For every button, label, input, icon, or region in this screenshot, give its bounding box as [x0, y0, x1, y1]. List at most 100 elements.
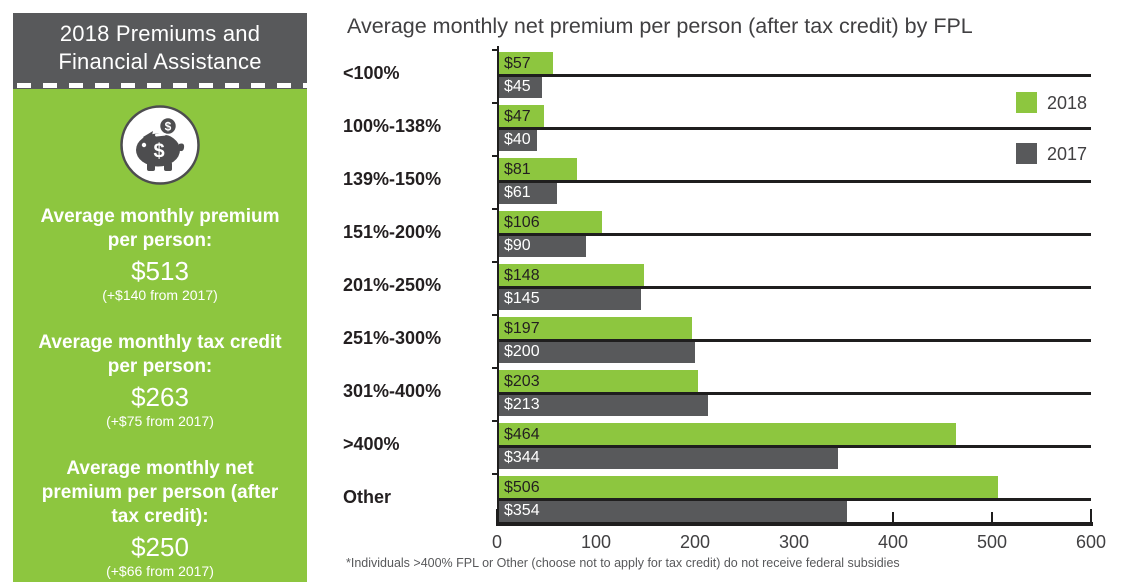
- x-axis-tick-label: 400: [877, 532, 909, 552]
- y-axis-tick: [492, 101, 498, 104]
- bar-2018-6: $203: [497, 370, 698, 393]
- y-axis-tick: [492, 260, 498, 263]
- category-separator-line: [497, 180, 1091, 183]
- category-label: 201%-250%: [343, 275, 442, 295]
- sidebar-title: 2018 Premiums and Financial Assistance: [13, 13, 307, 82]
- bar-2017-0: $45: [497, 75, 542, 98]
- stat-change: (+$66 from 2017): [106, 563, 214, 579]
- category-separator-line: [497, 392, 1091, 395]
- bar-2017-4: $145: [497, 287, 641, 310]
- bar-value-label: $344: [504, 449, 540, 466]
- bar-value-label: $47: [504, 108, 531, 125]
- bar-2017-1: $40: [497, 128, 537, 151]
- category-label: <100%: [343, 63, 400, 83]
- x-axis-tick-label: 600: [1075, 532, 1107, 552]
- piggy-bank-icon: $ $: [119, 104, 201, 191]
- y-axis-tick: [492, 154, 498, 157]
- sidebar-panel: 2018 Premiums and Financial Assistance: [13, 13, 307, 582]
- bar-2018-8: $506: [497, 476, 998, 499]
- bar-value-label: $81: [504, 161, 531, 178]
- bar-2017-7: $344: [497, 446, 838, 469]
- svg-text:$: $: [165, 120, 172, 134]
- bar-2017-2: $61: [497, 181, 557, 204]
- bar-2018-2: $81: [497, 158, 577, 181]
- y-axis-tick: [492, 48, 498, 51]
- stat-value: $250: [131, 532, 189, 562]
- bar-2017-5: $200: [497, 340, 695, 363]
- bar-2018-4: $148: [497, 264, 644, 287]
- bar-value-label: $148: [504, 267, 540, 284]
- x-axis-tick: [991, 512, 993, 522]
- bar-value-label: $61: [504, 184, 531, 201]
- x-axis-tick-label: 0: [491, 532, 503, 552]
- x-axis-tick-label: 500: [976, 532, 1008, 552]
- stat-change: (+$75 from 2017): [106, 413, 214, 429]
- category-separator-line: [497, 286, 1091, 289]
- category-separator-line: [497, 445, 1091, 448]
- bar-value-label: $197: [504, 320, 540, 337]
- stat-block-2: Average monthly net premium per person (…: [13, 457, 307, 580]
- bar-value-label: $506: [504, 479, 540, 496]
- x-axis-tick-label: 300: [778, 532, 810, 552]
- category-separator-line: [497, 498, 1091, 501]
- category-separator-line: [497, 74, 1091, 77]
- stat-label: Average monthly premium per person:: [40, 206, 280, 251]
- category-separator-line: [497, 339, 1091, 342]
- y-axis-tick: [492, 419, 498, 422]
- bar-value-label: $90: [504, 237, 531, 254]
- bar-value-label: $213: [504, 396, 540, 413]
- y-axis-tick: [492, 472, 498, 475]
- bar-2018-1: $47: [497, 105, 544, 128]
- category-label: Other: [343, 487, 392, 507]
- category-label: >400%: [343, 434, 400, 454]
- svg-text:$: $: [153, 141, 164, 163]
- chart-footnote: *Individuals >400% FPL or Other (choose …: [346, 556, 900, 570]
- category-separator-line: [497, 233, 1091, 236]
- x-axis-tick-label: 100: [580, 532, 612, 552]
- stat-label: Average monthly net premium per person (…: [41, 458, 279, 527]
- sidebar-stats: Average monthly premium per person: $513(…: [13, 205, 307, 580]
- bar-value-label: $200: [504, 343, 540, 360]
- stat-value: $513: [131, 256, 189, 286]
- legend-label-2018: 2018: [1047, 93, 1088, 113]
- x-axis-line: [496, 522, 1093, 526]
- y-axis-tick: [492, 313, 498, 316]
- bar-value-label: $106: [504, 214, 540, 231]
- x-axis-tick: [892, 512, 894, 522]
- category-label: 151%-200%: [343, 222, 442, 242]
- bar-2018-0: $57: [497, 52, 553, 75]
- bar-value-label: $203: [504, 373, 540, 390]
- bar-value-label: $464: [504, 426, 540, 443]
- stat-value: $263: [131, 382, 189, 412]
- bar-2018-5: $197: [497, 317, 692, 340]
- stat-label: Average monthly tax credit per person:: [38, 332, 282, 377]
- bar-value-label: $40: [504, 131, 531, 148]
- category-label: 301%-400%: [343, 381, 442, 401]
- legend-label-2017: 2017: [1047, 144, 1088, 164]
- stat-change: (+$140 from 2017): [102, 287, 218, 303]
- y-axis-line: [497, 46, 499, 522]
- y-axis-tick: [492, 366, 498, 369]
- bar-value-label: $145: [504, 290, 540, 307]
- bar-value-label: $354: [504, 502, 540, 519]
- bar-2017-8: $354: [497, 499, 847, 522]
- stat-block-1: Average monthly tax credit per person: $2…: [13, 331, 307, 430]
- category-label: 251%-300%: [343, 328, 442, 348]
- bar-value-label: $45: [504, 78, 531, 95]
- stat-block-0: Average monthly premium per person: $513(…: [13, 205, 307, 304]
- bar-2018-3: $106: [497, 211, 602, 234]
- sidebar-body: $ $ Average monthly premium per person: $…: [13, 89, 307, 582]
- category-separator-line: [497, 127, 1091, 130]
- legend-swatch-2017: [1016, 143, 1037, 164]
- legend-swatch-2018: [1016, 92, 1037, 113]
- x-axis-tick-label: 200: [679, 532, 711, 552]
- bar-2017-6: $213: [497, 393, 708, 416]
- chart-title: Average monthly net premium per person (…: [347, 14, 973, 38]
- bar-2017-3: $90: [497, 234, 586, 257]
- category-label: 139%-150%: [343, 169, 442, 189]
- bar-2018-7: $464: [497, 423, 956, 446]
- x-axis-tick: [1090, 509, 1092, 522]
- bar-value-label: $57: [504, 55, 531, 72]
- dashed-separator: [13, 82, 307, 89]
